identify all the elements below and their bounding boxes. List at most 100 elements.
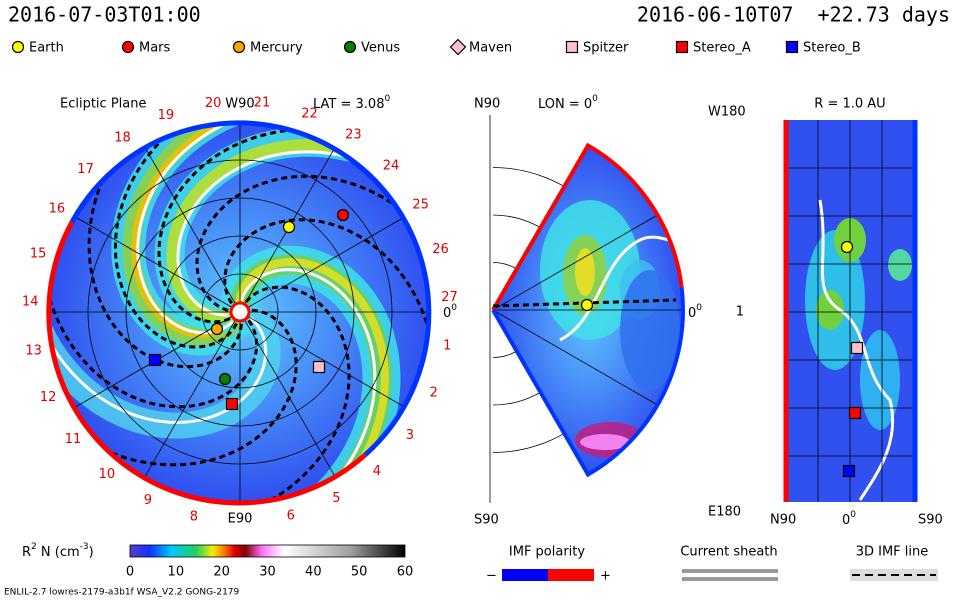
longitude-label: 3 bbox=[406, 428, 414, 443]
longitude-label: 21 bbox=[254, 96, 271, 111]
colorbar-label: R2 N (cm-3) bbox=[22, 542, 94, 560]
longitude-label: 11 bbox=[65, 432, 82, 447]
marker bbox=[210, 322, 224, 336]
radial-grid bbox=[786, 120, 915, 502]
close: ) bbox=[89, 545, 94, 560]
colorbar-tick-label: 40 bbox=[305, 565, 322, 580]
marker bbox=[282, 220, 296, 234]
zero: 0 bbox=[842, 513, 850, 528]
legend-label: Maven bbox=[469, 41, 512, 56]
legend-label: Stereo_A bbox=[693, 41, 751, 56]
sun bbox=[229, 301, 251, 323]
band bbox=[580, 434, 630, 450]
colorbar-tick-label: 50 bbox=[351, 565, 368, 580]
sheath bbox=[176, 150, 405, 317]
longitude-label: 12 bbox=[40, 390, 57, 405]
w90: W90 bbox=[225, 97, 254, 112]
lon: LON = 0 bbox=[538, 97, 592, 112]
band bbox=[50, 301, 281, 439]
grid-ray bbox=[239, 311, 405, 408]
w180: W180 bbox=[708, 105, 746, 120]
longitude-label: 5 bbox=[332, 491, 340, 506]
sheath bbox=[136, 122, 285, 335]
e180: E180 bbox=[708, 505, 741, 520]
imf-positive bbox=[548, 569, 594, 581]
grid-ray bbox=[492, 214, 658, 311]
grid-ray bbox=[492, 309, 658, 406]
marker bbox=[848, 406, 862, 420]
longitude-label: 24 bbox=[383, 159, 400, 174]
zero: 0 bbox=[443, 306, 451, 321]
sheath-line bbox=[682, 569, 778, 573]
legend-label: Mars bbox=[139, 41, 171, 56]
longitude-label: 1 bbox=[443, 339, 451, 354]
marker bbox=[343, 40, 357, 54]
longitude-label: 16 bbox=[49, 202, 66, 217]
longitude-label: 20 bbox=[205, 96, 222, 111]
imf-plus: + bbox=[600, 569, 611, 584]
legend: Earth Mars Mercury Venus Maven Spitzer Stereo_… bbox=[11, 38, 861, 56]
longitude-label: 26 bbox=[432, 242, 449, 257]
density-bands bbox=[50, 122, 430, 502]
longitude-label: 14 bbox=[22, 295, 39, 310]
ecliptic-panel: Ecliptic Plane W90 E90 00 LAT = 3.080 12… bbox=[22, 94, 458, 527]
imf-line bbox=[87, 130, 243, 369]
imf-title: IMF polarity bbox=[509, 545, 585, 560]
band bbox=[166, 139, 393, 323]
longitude-label: 9 bbox=[144, 493, 152, 508]
colorbar-tick-label: 0 bbox=[126, 565, 134, 580]
radial-panel: R = 1.0 AU W180 1 E180 N90 00 S90 bbox=[708, 97, 943, 528]
longitude-label: 25 bbox=[412, 197, 429, 212]
r: R bbox=[22, 545, 31, 560]
date-right: 2016-06-10T07 +22.73 days bbox=[637, 3, 950, 27]
sheath bbox=[240, 268, 377, 502]
longitude-label: 23 bbox=[345, 128, 362, 143]
marker bbox=[148, 353, 162, 367]
lat: LAT = 3.08 bbox=[313, 97, 384, 112]
lon-label: LON = 00 bbox=[538, 94, 598, 112]
colorbar-tick-label: 10 bbox=[168, 565, 185, 580]
ecliptic-border-blue bbox=[69, 120, 432, 457]
colorbar-tick-label: 60 bbox=[397, 565, 414, 580]
deg: 0 bbox=[696, 303, 702, 313]
sup: 2 bbox=[31, 542, 37, 552]
imf-line bbox=[195, 174, 430, 312]
imf-line bbox=[62, 308, 298, 467]
longitude-label: 6 bbox=[287, 508, 295, 523]
marker bbox=[842, 464, 856, 478]
grid-ray bbox=[144, 147, 241, 313]
imf-line bbox=[50, 243, 259, 409]
band bbox=[131, 122, 275, 339]
zero: 0 bbox=[688, 306, 696, 321]
marker bbox=[336, 208, 350, 222]
zero-label: 00 bbox=[443, 303, 457, 321]
longitude-label: 10 bbox=[99, 467, 116, 482]
marker bbox=[840, 240, 854, 254]
deg: 0 bbox=[850, 510, 856, 520]
n90: N90 bbox=[474, 97, 500, 112]
legend-label: Earth bbox=[29, 41, 64, 56]
deg: 0 bbox=[384, 94, 390, 104]
e90: E90 bbox=[228, 512, 253, 527]
s90: S90 bbox=[918, 513, 943, 528]
legend-label: Mercury bbox=[250, 41, 303, 56]
longitude-label: 18 bbox=[114, 130, 131, 145]
lat-label: LAT = 3.080 bbox=[313, 94, 390, 112]
longitude-label: 19 bbox=[158, 108, 175, 123]
n90: N90 bbox=[770, 513, 796, 528]
sheath bbox=[50, 294, 268, 424]
r-label: 1 bbox=[736, 305, 744, 320]
imf-line bbox=[113, 122, 238, 349]
longitude-label: 8 bbox=[190, 509, 198, 524]
marker bbox=[580, 298, 594, 312]
longitude-label: 2 bbox=[430, 385, 438, 400]
marker bbox=[312, 360, 326, 374]
legend-label: Spitzer bbox=[583, 41, 629, 56]
ecliptic-title: Ecliptic Plane bbox=[60, 97, 146, 112]
longitude-label: 15 bbox=[30, 247, 47, 262]
grid-ray bbox=[75, 216, 241, 313]
marker bbox=[232, 40, 246, 54]
legend-label: Stereo_B bbox=[803, 41, 861, 56]
marker bbox=[218, 372, 232, 386]
